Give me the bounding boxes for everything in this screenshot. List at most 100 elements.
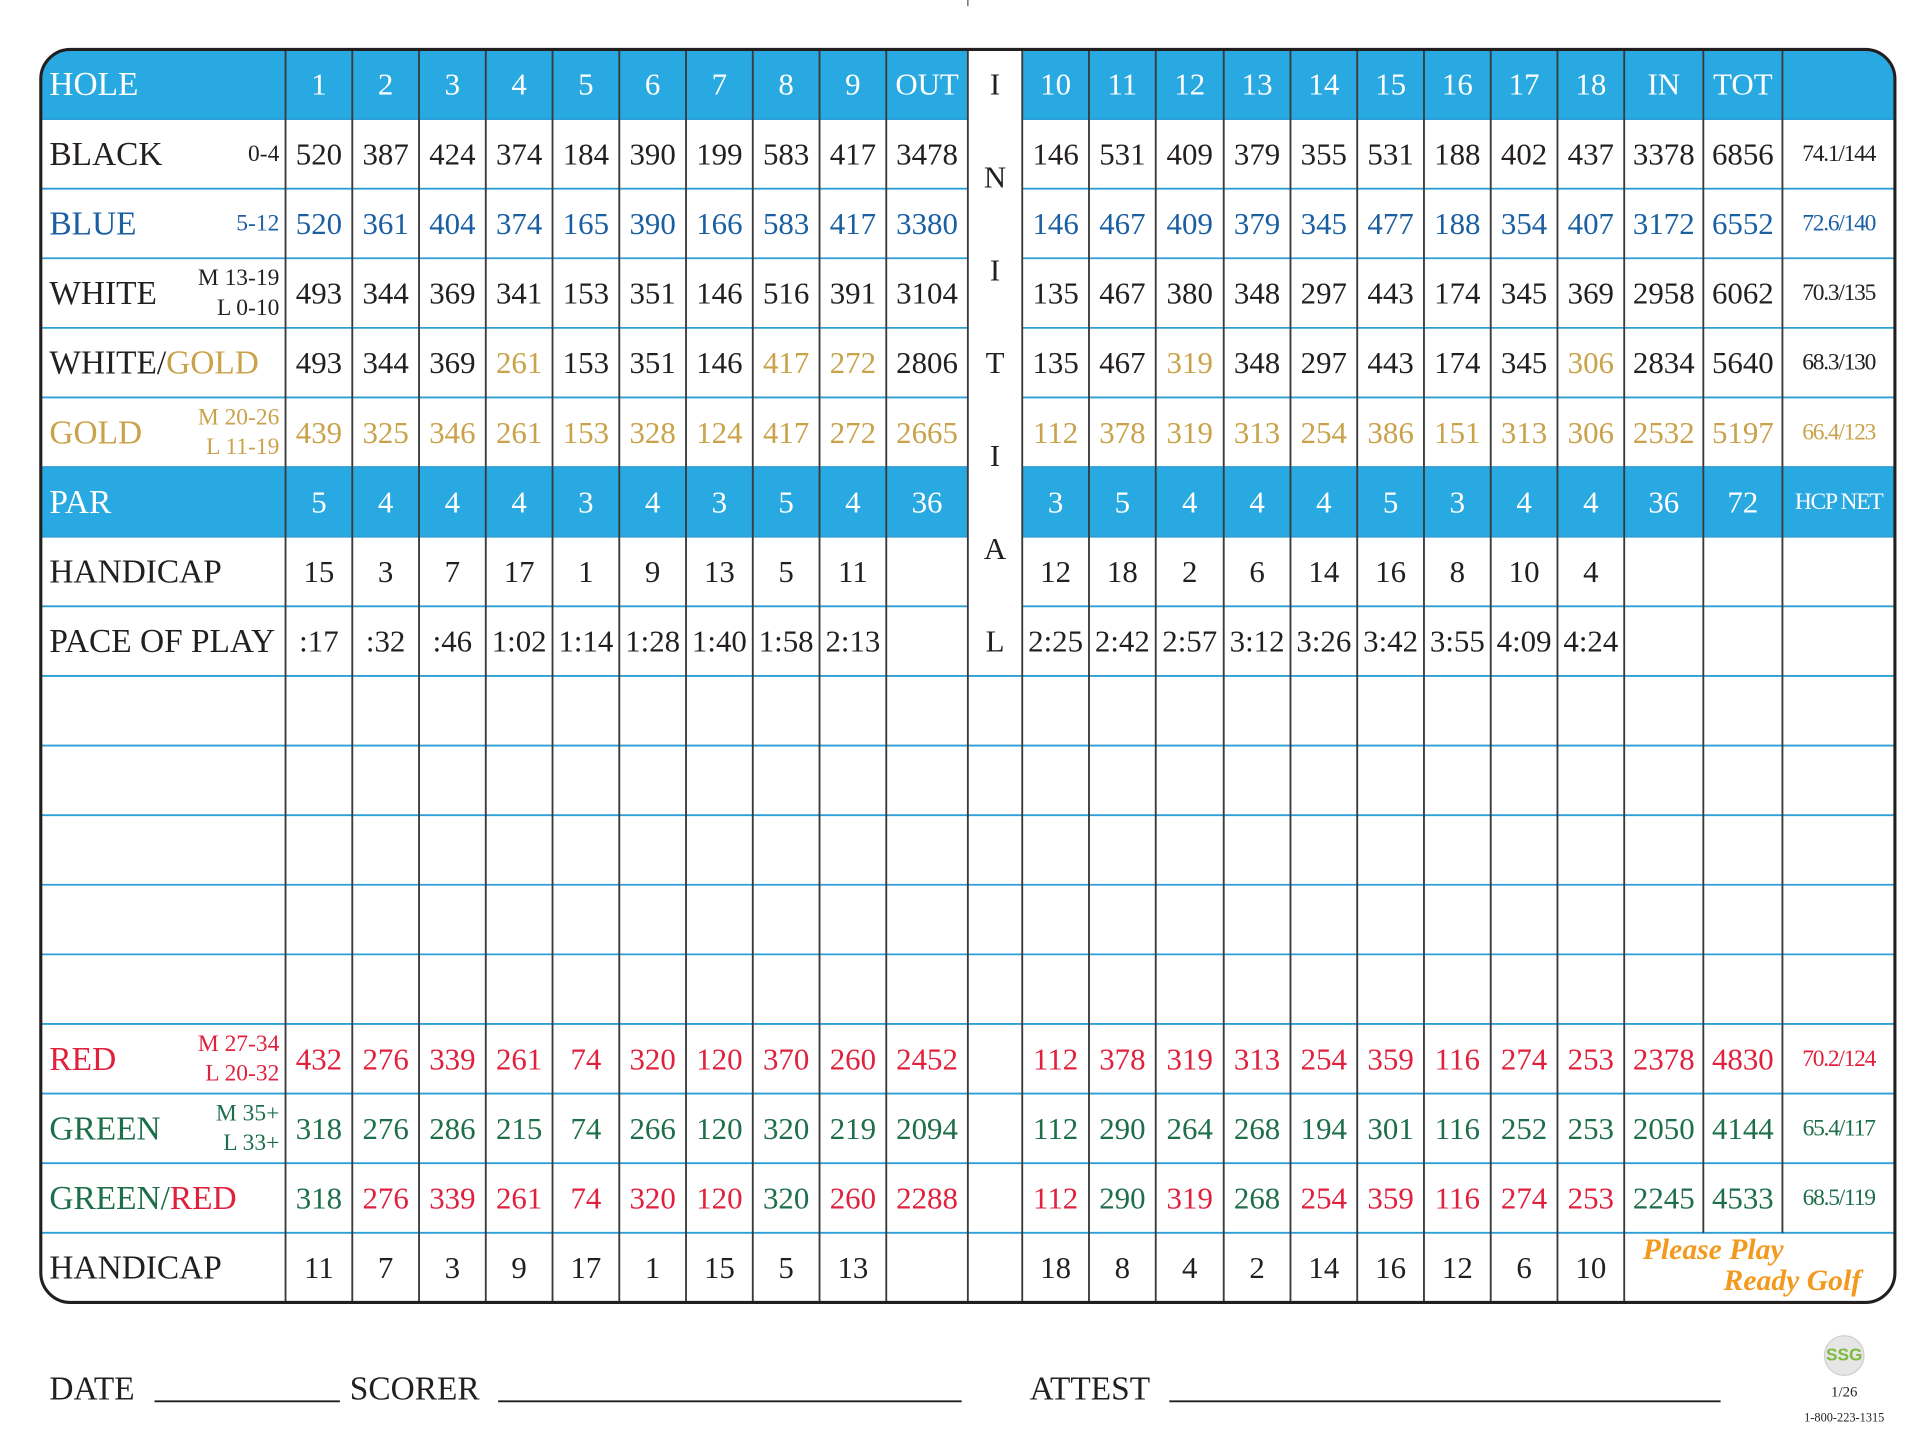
score-cell: 12 <box>1040 554 1071 589</box>
score-cell: 146 <box>696 345 742 380</box>
score-cell: 2245 <box>1633 1181 1695 1216</box>
score-cell: 4 <box>1182 484 1197 519</box>
score-cell: 8 <box>1450 554 1465 589</box>
score-cell: 5 <box>578 67 593 102</box>
score-cell: 3172 <box>1633 206 1695 241</box>
logo: SSG <box>1826 1344 1863 1364</box>
score-cell: 1 <box>311 67 326 102</box>
row-label-part: GREEN/ <box>49 1180 170 1217</box>
score-cell: 493 <box>296 345 342 380</box>
score-cell: 72 <box>1727 484 1758 519</box>
note: Please Play <box>1642 1234 1785 1266</box>
score-cell: 3380 <box>896 206 958 241</box>
score-cell: 2:42 <box>1095 624 1150 659</box>
score-cell: 7 <box>445 554 460 589</box>
score-cell: 320 <box>763 1111 809 1146</box>
score-cell: 417 <box>763 415 809 450</box>
score-cell: 4 <box>1583 554 1598 589</box>
score-cell: 369 <box>429 276 475 311</box>
row-label-part: HANDICAP <box>49 1249 221 1286</box>
score-cell: 5 <box>778 484 793 519</box>
score-cell: 4830 <box>1712 1041 1774 1076</box>
score-cell: 74.1/144 <box>1802 141 1876 167</box>
footer: DATE SCORER ATTEST SSG 1/26 1-800-223-1315 <box>49 1335 1884 1424</box>
score-cell: 14 <box>1308 67 1339 102</box>
score-cell: 379 <box>1234 136 1280 171</box>
score-cell: 3 <box>378 554 393 589</box>
score-cell: 1:28 <box>625 624 680 659</box>
score-cell: 2:57 <box>1162 624 1217 659</box>
score-cell: 253 <box>1568 1041 1614 1076</box>
score-cell: 1:02 <box>492 624 547 659</box>
row-fills <box>40 49 1895 537</box>
score-cell: 380 <box>1167 276 1213 311</box>
score-cell: 15 <box>303 554 334 589</box>
score-cell: 6 <box>1249 554 1264 589</box>
score-cell: 5 <box>778 554 793 589</box>
score-cell: 301 <box>1367 1111 1413 1146</box>
score-cell: 583 <box>763 206 809 241</box>
score-cell: 11 <box>838 554 868 589</box>
score-cell: 344 <box>362 276 408 311</box>
row-label-part: WHITE <box>49 275 156 312</box>
score-cell: 3378 <box>1633 136 1695 171</box>
score-cell: 516 <box>763 276 809 311</box>
score-cell: 318 <box>296 1181 342 1216</box>
score-cell: 18 <box>1575 67 1606 102</box>
score-cell: 390 <box>629 206 675 241</box>
score-cell: 254 <box>1301 1041 1347 1076</box>
score-cell: 74 <box>570 1111 601 1146</box>
score-cell: 13 <box>704 554 735 589</box>
score-cell: 276 <box>362 1111 408 1146</box>
score-cell: 260 <box>830 1181 876 1216</box>
score-cell: 3 <box>445 67 460 102</box>
score-cell: 1:14 <box>558 624 613 659</box>
score-cell: 9 <box>645 554 660 589</box>
score-cell: 6062 <box>1712 276 1774 311</box>
score-cell: 344 <box>362 345 408 380</box>
score-cell: 70.3/135 <box>1802 280 1875 306</box>
score-cell: 274 <box>1501 1181 1547 1216</box>
score-cell: 2665 <box>896 415 958 450</box>
score-cell: 387 <box>362 136 408 171</box>
score-cell: 15 <box>704 1250 735 1285</box>
score-cell: 4:09 <box>1497 624 1552 659</box>
score-cell: 4 <box>511 67 526 102</box>
score-cell: 493 <box>296 276 342 311</box>
score-cell: 199 <box>696 136 742 171</box>
row-fill <box>40 49 968 120</box>
score-cell: 3104 <box>896 276 958 311</box>
score-cell: :17 <box>299 624 338 659</box>
score-cell: 2288 <box>896 1181 958 1216</box>
score-cell: 369 <box>429 345 475 380</box>
score-cell: 264 <box>1167 1111 1213 1146</box>
row-fill <box>40 467 968 537</box>
score-cell: 135 <box>1032 276 1078 311</box>
score-cell: 354 <box>1501 206 1547 241</box>
score-cell: 2532 <box>1633 415 1695 450</box>
score-cell: 252 <box>1501 1111 1547 1146</box>
score-cell: 4 <box>1182 1250 1197 1285</box>
score-cell: 116 <box>1435 1111 1480 1146</box>
score-cell: 313 <box>1501 415 1547 450</box>
score-cell: 135 <box>1032 345 1078 380</box>
score-cell: 120 <box>696 1181 742 1216</box>
row-label-part: RED <box>170 1180 237 1217</box>
score-cell: 4 <box>845 484 860 519</box>
score-cell: 351 <box>629 345 675 380</box>
score-cell: 17 <box>504 554 535 589</box>
score-cell: 3:55 <box>1430 624 1485 659</box>
score-cell: 297 <box>1301 276 1347 311</box>
score-cell: 112 <box>1033 1041 1078 1076</box>
score-cell: 184 <box>563 136 609 171</box>
row-label: WHITE/GOLD <box>49 344 258 381</box>
score-cell: 17 <box>1509 67 1540 102</box>
score-cell: 7 <box>712 67 727 102</box>
score-cell: 443 <box>1367 345 1413 380</box>
row-label: WHITE <box>49 275 156 312</box>
score-cell: 72.6/140 <box>1802 210 1875 236</box>
score-cell: 116 <box>1435 1181 1480 1216</box>
score-cell: 174 <box>1434 276 1480 311</box>
score-cell: 313 <box>1234 1041 1280 1076</box>
score-cell: 146 <box>1032 136 1078 171</box>
